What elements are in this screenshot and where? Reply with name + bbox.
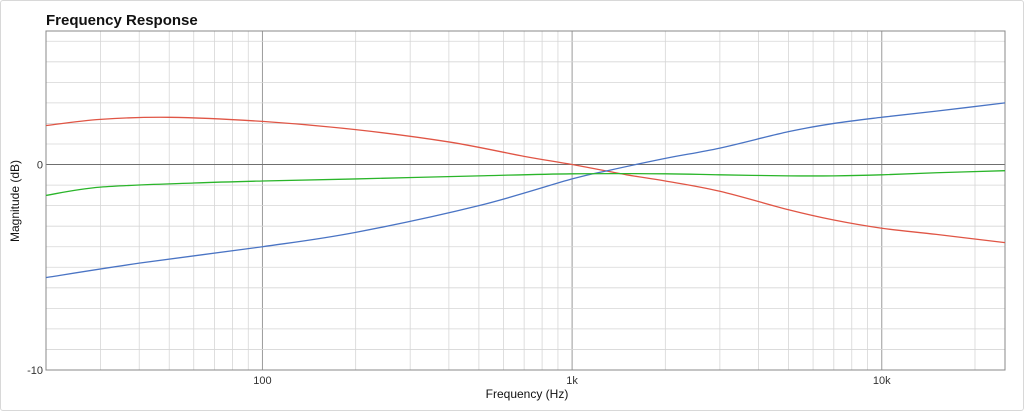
x-tick-label: 10k: [873, 375, 891, 387]
series-line-3: [45, 170, 1006, 197]
x-tick-label: 1k: [566, 375, 578, 387]
series-line-1: [45, 116, 1006, 244]
y-tick-label: -10: [27, 365, 43, 377]
series-group: [45, 102, 1006, 279]
chart-title: Frequency Response: [46, 12, 198, 29]
y-tick-label: 0: [37, 160, 43, 172]
x-axis-label: Frequency (Hz): [486, 387, 569, 401]
series-line-2: [45, 102, 1006, 279]
x-tick-label: 100: [253, 375, 271, 387]
tick-labels: 100 1k 10k 0 -10: [27, 160, 891, 387]
y-axis-label: Magnitude (dB): [8, 160, 22, 242]
plot-border: [45, 30, 1006, 371]
grid: [45, 30, 1006, 371]
